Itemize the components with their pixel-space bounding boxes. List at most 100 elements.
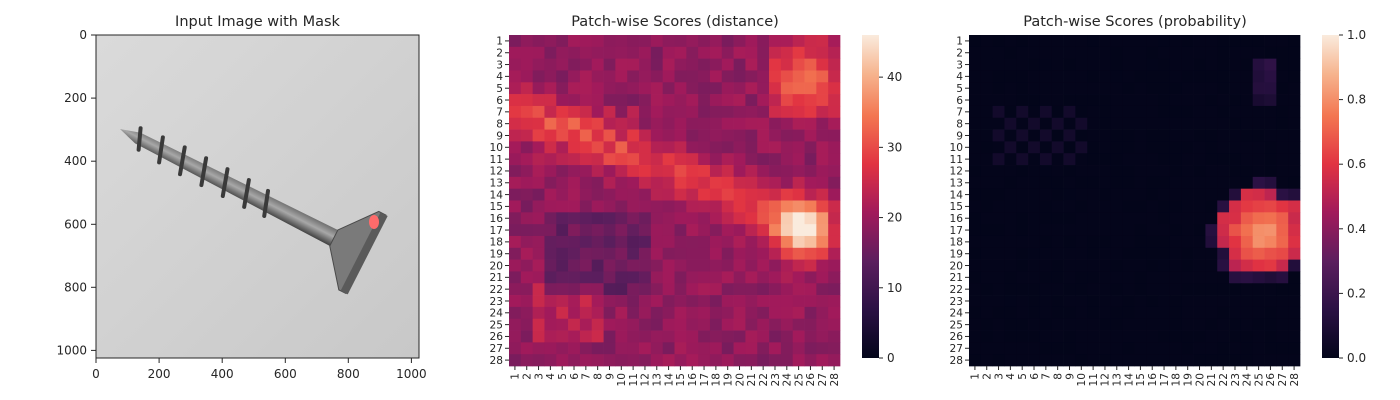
x-tick-label: 14 [1123,373,1135,387]
heatmap-cell [1169,58,1183,71]
heatmap-cell [1217,176,1230,190]
heatmap-cell [1004,153,1017,166]
x-tick-label: 28 [1289,373,1301,387]
heatmap-cell [615,224,628,237]
heatmap-cell [698,46,711,59]
heatmap-cell [980,46,993,59]
y-tick-label: 7 [496,107,503,119]
heatmap-cell [1146,330,1159,343]
heatmap-cell [792,94,805,107]
heatmap-cell [674,247,687,260]
heatmap-cell [1087,224,1100,237]
heatmap-cell [1158,259,1171,272]
heatmap-cell [1193,117,1206,130]
heatmap-cell [1146,224,1159,237]
heatmap-cell [969,224,982,237]
heatmap-cell [1288,200,1301,213]
heatmap-cell [992,235,1005,249]
heatmap-cell [709,153,723,166]
heatmap-cell [532,354,545,367]
heatmap-cell [650,141,664,154]
heatmap-cell [544,105,557,119]
heatmap-cell [1099,105,1112,119]
heatmap-cell [1288,58,1301,71]
heatmap-cell [1051,212,1064,225]
heatmap-cell [745,318,758,331]
heatmap-cell [1004,35,1017,48]
heatmap-cell [1099,318,1112,331]
heatmap-cell [591,35,604,48]
heatmap-cell [568,271,581,284]
heatmap-cell [769,35,782,48]
heatmap-cell [1087,283,1100,296]
x-tick-label: 26 [805,373,817,387]
heatmap-cell [674,283,687,296]
heatmap-cell [627,330,640,343]
heatmap-cell [780,342,794,355]
heatmap-cell [745,271,758,284]
heatmap-cell [674,224,687,237]
x-tick-label: 10 [1076,373,1088,387]
heatmap-cell [686,306,699,320]
y-tick-label: 21 [490,272,503,284]
heatmap-cell [650,283,664,296]
panel-probability-heatmap: Patch-wise Scores (probability) 12345678… [950,14,1367,386]
heatmap-cell [769,259,782,272]
heatmap-cell [686,271,699,284]
heatmap-cell [603,105,616,119]
heatmap-cell [1252,117,1265,130]
heatmap-cell [1087,247,1100,260]
heatmap-cell [603,153,616,166]
heatmap-cell [1146,176,1159,190]
heatmap-cell [1193,46,1206,59]
heatmap-cell [816,318,829,331]
heatmap-cell [674,295,687,308]
heatmap-cell [1134,165,1147,178]
y-tick-label: 16 [490,213,504,225]
heatmap-cell [1063,129,1076,142]
y-tick-label: 1 [956,36,963,48]
y-tick-label: 15 [490,201,503,213]
heatmap-cell [615,176,628,190]
heatmap-cell [627,200,640,213]
heatmap-cell [591,354,604,367]
x-tick-label: 1 [510,373,522,380]
heatmap-cell [532,318,545,331]
y-tick-label: 3 [496,59,503,71]
heatmap-cell [1252,342,1265,355]
x-tick-label: 27 [817,373,829,386]
heatmap-cell [1181,235,1194,249]
y-tick-label: 24 [950,308,964,320]
heatmap-cell [1087,200,1100,213]
heatmap-cell [1264,46,1277,59]
heatmap-cell [1099,259,1112,272]
heatmap-cell [1028,224,1041,237]
heatmap-cell [509,176,522,190]
heatmap-cell [1169,153,1183,166]
x-tick-label: 24 [782,373,794,387]
heatmap-cell [579,318,593,331]
heatmap-cell [568,224,581,237]
heatmap-cell [709,46,723,59]
heatmap-cell [1288,82,1301,95]
heatmap-cell [757,141,770,154]
heatmap-cell [1110,165,1124,178]
heatmap-cell [1240,342,1254,355]
heatmap-cell [1110,117,1124,130]
heatmap-cell [745,82,758,95]
heatmap-cell [544,259,557,272]
heatmap-cell [980,235,993,249]
heatmap-cell [1205,141,1218,154]
heatmap-cell [721,129,734,142]
heatmap-cell [733,117,746,130]
heatmap-cell [615,259,628,272]
heatmap-cell [1158,105,1171,119]
heatmap-cell [733,70,746,83]
y-tick-label: 22 [950,284,963,296]
heatmap-cell [544,46,557,59]
heatmap-cell [1122,212,1135,225]
heatmap-cell [1122,330,1135,343]
heatmap-cell [603,330,616,343]
heatmap-cell [1252,176,1265,190]
heatmap-cell [1181,354,1194,367]
